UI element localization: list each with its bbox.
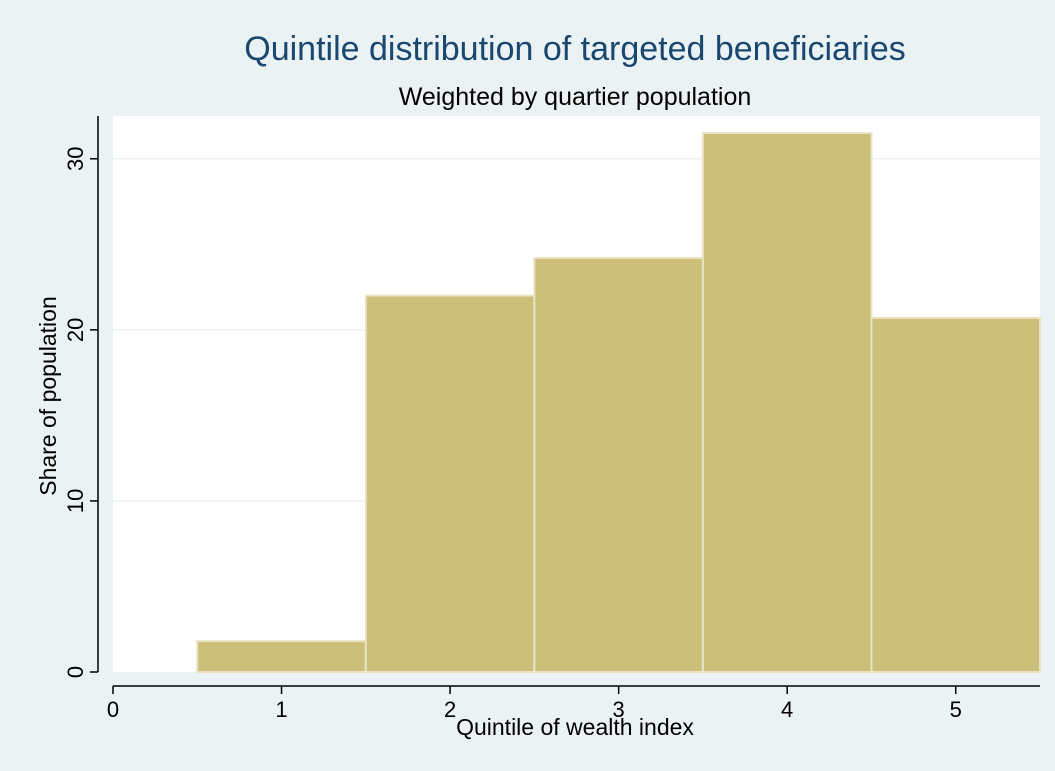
y-tick-label: 10 [63,489,88,513]
x-axis-title: Quintile of wealth index [456,714,694,740]
bar-quintile-3 [533,256,704,673]
bar-quintile-2 [364,294,536,673]
x-tick-label: 2 [444,697,456,722]
bars [196,132,1041,674]
x-tick-label: 3 [613,697,625,722]
x-tick-label: 4 [781,697,793,722]
bar-quintile-4 [701,132,873,674]
y-tick-label: 20 [63,318,88,342]
chart-subtitle: Weighted by quartier population [399,83,752,111]
bar-quintile-1 [196,640,367,674]
y-tick-label: 0 [63,666,88,678]
y-tick-label: 30 [63,147,88,171]
x-tick-label: 1 [275,697,287,722]
y-axis-title: Share of population [35,296,61,496]
x-tick-label: 0 [107,697,119,722]
chart-title: Quintile distribution of targeted benefi… [244,30,906,68]
axes: 0 10 20 30 0 1 2 3 4 5 [63,116,1040,722]
x-tick-label: 5 [950,697,962,722]
bar-quintile-5 [870,316,1041,673]
